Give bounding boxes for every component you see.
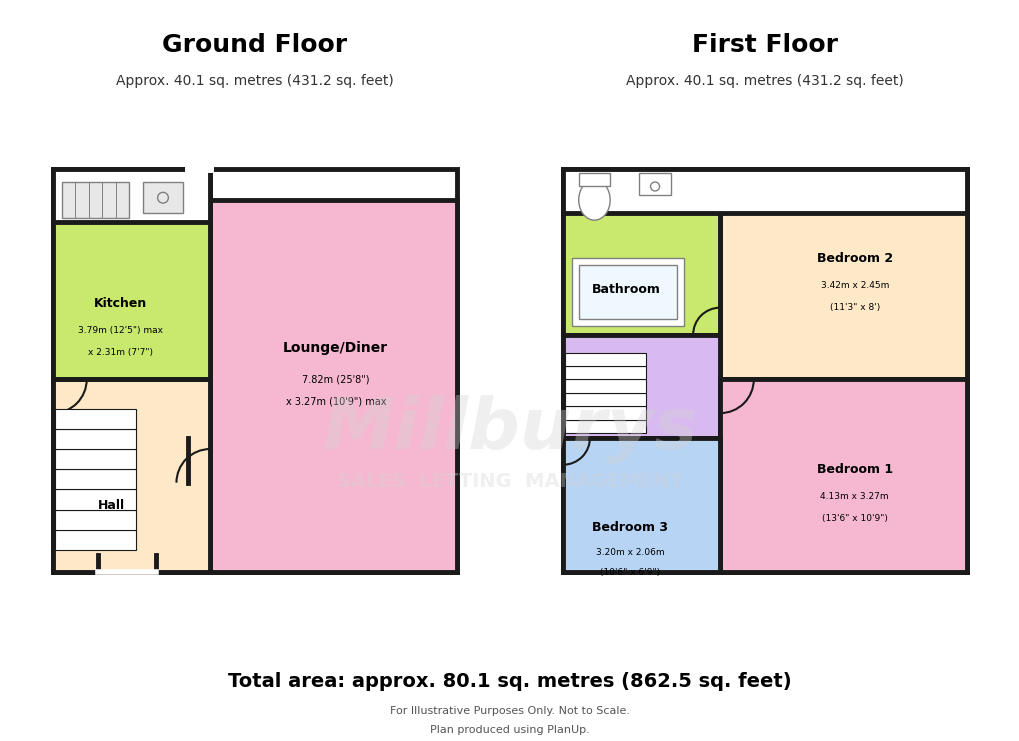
- Bar: [55, 408, 136, 429]
- Text: 3.42m x 2.45m: 3.42m x 2.45m: [819, 281, 889, 290]
- Text: Bedroom 2: Bedroom 2: [816, 252, 892, 265]
- Text: For Illustrative Purposes Only. Not to Scale.: For Illustrative Purposes Only. Not to S…: [389, 706, 630, 717]
- Text: Bathroom: Bathroom: [591, 283, 659, 296]
- Text: x 3.27m (10'9") max: x 3.27m (10'9") max: [285, 397, 385, 407]
- Text: Bedroom 1: Bedroom 1: [816, 462, 892, 476]
- Text: 4.13m x 3.27m: 4.13m x 3.27m: [819, 492, 889, 501]
- Bar: [565, 353, 645, 366]
- Bar: [55, 449, 136, 469]
- Bar: [562, 335, 719, 438]
- Text: Hall: Hall: [98, 499, 124, 511]
- Text: 7.82m (25'8"): 7.82m (25'8"): [302, 374, 369, 385]
- Bar: [143, 182, 183, 213]
- Bar: [55, 429, 136, 449]
- Bar: [562, 438, 719, 573]
- Text: (13'6" x 10'9"): (13'6" x 10'9"): [821, 514, 887, 523]
- Text: (10'6" x 6'9"): (10'6" x 6'9"): [600, 568, 659, 577]
- Text: Lounge/Diner: Lounge/Diner: [283, 341, 388, 355]
- Bar: [565, 393, 645, 406]
- Bar: [565, 379, 645, 393]
- Text: Approx. 40.1 sq. metres (431.2 sq. feet): Approx. 40.1 sq. metres (431.2 sq. feet): [116, 74, 393, 88]
- Bar: [53, 379, 210, 573]
- Ellipse shape: [578, 180, 609, 220]
- Bar: [565, 366, 645, 379]
- Text: x 2.31m (7'7"): x 2.31m (7'7"): [88, 348, 153, 357]
- Bar: [565, 406, 645, 420]
- Bar: [572, 259, 684, 325]
- Bar: [55, 490, 136, 510]
- Text: Ground Floor: Ground Floor: [162, 33, 347, 57]
- Text: Kitchen: Kitchen: [94, 296, 147, 310]
- Bar: [210, 200, 457, 573]
- Text: 3.20m x 2.06m: 3.20m x 2.06m: [595, 548, 664, 556]
- Bar: [639, 173, 671, 196]
- Bar: [53, 168, 210, 379]
- Bar: [578, 173, 609, 187]
- Bar: [562, 168, 966, 213]
- Bar: [55, 469, 136, 490]
- Text: Approx. 40.1 sq. metres (431.2 sq. feet): Approx. 40.1 sq. metres (431.2 sq. feet): [626, 74, 903, 88]
- Text: First Floor: First Floor: [691, 33, 838, 57]
- Text: SALES  LETTING  MANAGEMENT: SALES LETTING MANAGEMENT: [337, 472, 682, 491]
- Text: Total area: approx. 80.1 sq. metres (862.5 sq. feet): Total area: approx. 80.1 sq. metres (862…: [228, 672, 791, 691]
- Bar: [562, 168, 719, 335]
- Bar: [578, 265, 677, 319]
- Text: 3.79m (12'5") max: 3.79m (12'5") max: [77, 325, 163, 335]
- Bar: [55, 510, 136, 530]
- Text: Bedroom 3: Bedroom 3: [592, 521, 667, 534]
- Bar: [55, 530, 136, 550]
- Bar: [565, 420, 645, 433]
- Text: Plan produced using PlanUp.: Plan produced using PlanUp.: [430, 725, 589, 735]
- Text: Millburys: Millburys: [322, 395, 697, 465]
- Bar: [719, 168, 966, 379]
- Bar: [62, 182, 129, 218]
- Bar: [53, 168, 210, 222]
- Bar: [719, 379, 966, 573]
- Text: (11'3" x 8'): (11'3" x 8'): [828, 303, 879, 312]
